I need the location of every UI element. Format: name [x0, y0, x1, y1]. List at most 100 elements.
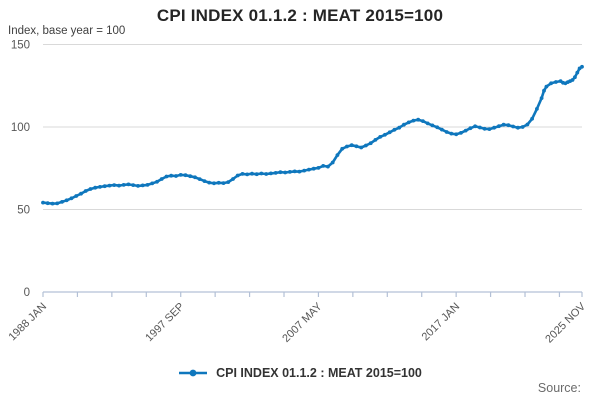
series-point	[497, 124, 501, 129]
series-point	[216, 180, 221, 185]
series-point	[478, 125, 482, 130]
legend: CPI INDEX 01.1.2 : MEAT 2015=100	[0, 366, 600, 380]
series-point	[340, 146, 345, 151]
series-point	[231, 177, 235, 181]
series-point	[444, 130, 449, 134]
series-point	[463, 128, 468, 133]
series-point	[392, 127, 397, 132]
y-tick-label: 50	[17, 205, 30, 217]
series-point	[570, 78, 575, 82]
y-tick-label: 150	[11, 40, 30, 52]
series-point	[411, 118, 416, 123]
series-point	[535, 107, 539, 111]
series-point	[575, 70, 580, 75]
series-point	[440, 127, 444, 132]
series-point	[264, 172, 269, 176]
series-point	[345, 144, 349, 149]
series-point	[55, 201, 60, 206]
source-label: Source:	[537, 381, 581, 395]
series-point	[60, 200, 64, 204]
x-tick-label: 2017 JAN	[420, 301, 463, 344]
series-point	[283, 170, 288, 175]
x-tick-label: 2025 NOV	[543, 300, 588, 345]
series-point	[525, 122, 530, 127]
series-point	[121, 183, 126, 187]
series-point	[520, 125, 525, 129]
series-point	[580, 64, 584, 69]
series-point	[459, 131, 463, 135]
series-point	[430, 123, 435, 128]
series-point	[169, 173, 174, 178]
series-point	[326, 164, 330, 169]
series-point	[297, 169, 302, 174]
legend-line-marker-icon	[179, 369, 208, 377]
x-tick-label: 1997 SEP	[143, 301, 187, 345]
x-tick-label: 2007 MAY	[280, 300, 325, 345]
series-point	[387, 130, 392, 135]
series-point	[41, 200, 45, 205]
series-point	[250, 171, 254, 176]
series-point	[178, 173, 183, 177]
series-point	[511, 124, 515, 129]
y-tick-label: 100	[11, 122, 30, 134]
series-point	[79, 191, 83, 196]
series-point	[573, 75, 577, 80]
series-point	[530, 116, 534, 121]
series-point	[126, 182, 131, 187]
series-point	[159, 177, 164, 181]
series-point	[64, 198, 69, 203]
series-point	[544, 84, 549, 89]
series-point	[402, 122, 406, 127]
series-point	[487, 127, 492, 131]
series-point	[83, 189, 88, 193]
series-point	[226, 180, 231, 185]
series-point	[311, 166, 316, 171]
chart-title: CPI INDEX 01.1.2 : MEAT 2015=100	[156, 6, 444, 25]
series-point	[549, 81, 553, 86]
series-point	[383, 132, 387, 137]
series-point	[354, 144, 359, 149]
series-point	[321, 164, 326, 168]
series-point	[316, 166, 321, 170]
y-tick-label: 0	[24, 287, 30, 299]
series-point	[183, 173, 188, 178]
series-point	[302, 168, 307, 173]
series-point	[193, 175, 197, 180]
series-point	[501, 122, 506, 127]
series-point	[335, 153, 340, 158]
series-point	[102, 184, 107, 189]
series-point	[88, 187, 93, 191]
series-point	[164, 174, 169, 179]
x-tick-label: 1988 JAN	[6, 301, 49, 344]
series-point	[117, 183, 121, 188]
series-point	[145, 183, 150, 187]
series-point	[368, 141, 373, 146]
legend-series-label: CPI INDEX 01.1.2 : MEAT 2015=100	[216, 366, 422, 380]
series-point	[449, 131, 454, 136]
series-point	[98, 185, 102, 189]
series-point	[506, 123, 511, 128]
series-point	[259, 171, 264, 176]
series-point	[435, 125, 440, 130]
y-axis-unit-label: Index, base year = 100	[8, 25, 126, 37]
line-plot-area: 0 50 100 150 1988 JAN 1997 SEP 2007 MAY 2017 JA…	[6, 40, 588, 346]
series-point	[482, 126, 487, 131]
series-point	[136, 184, 140, 188]
series-point	[45, 201, 50, 206]
series-point	[273, 171, 278, 175]
series-point	[349, 143, 354, 148]
series-point	[516, 125, 520, 130]
series-point	[406, 120, 411, 125]
series-point	[245, 172, 250, 177]
series-point	[212, 181, 216, 186]
series-point	[373, 138, 378, 142]
series-point	[425, 121, 430, 126]
series-point	[50, 201, 55, 206]
series-point	[74, 194, 79, 198]
series-point	[292, 169, 297, 174]
series-point	[235, 173, 240, 178]
series-point	[416, 117, 421, 122]
series-point	[131, 183, 136, 188]
series-point	[240, 172, 245, 176]
series-point	[364, 143, 368, 148]
